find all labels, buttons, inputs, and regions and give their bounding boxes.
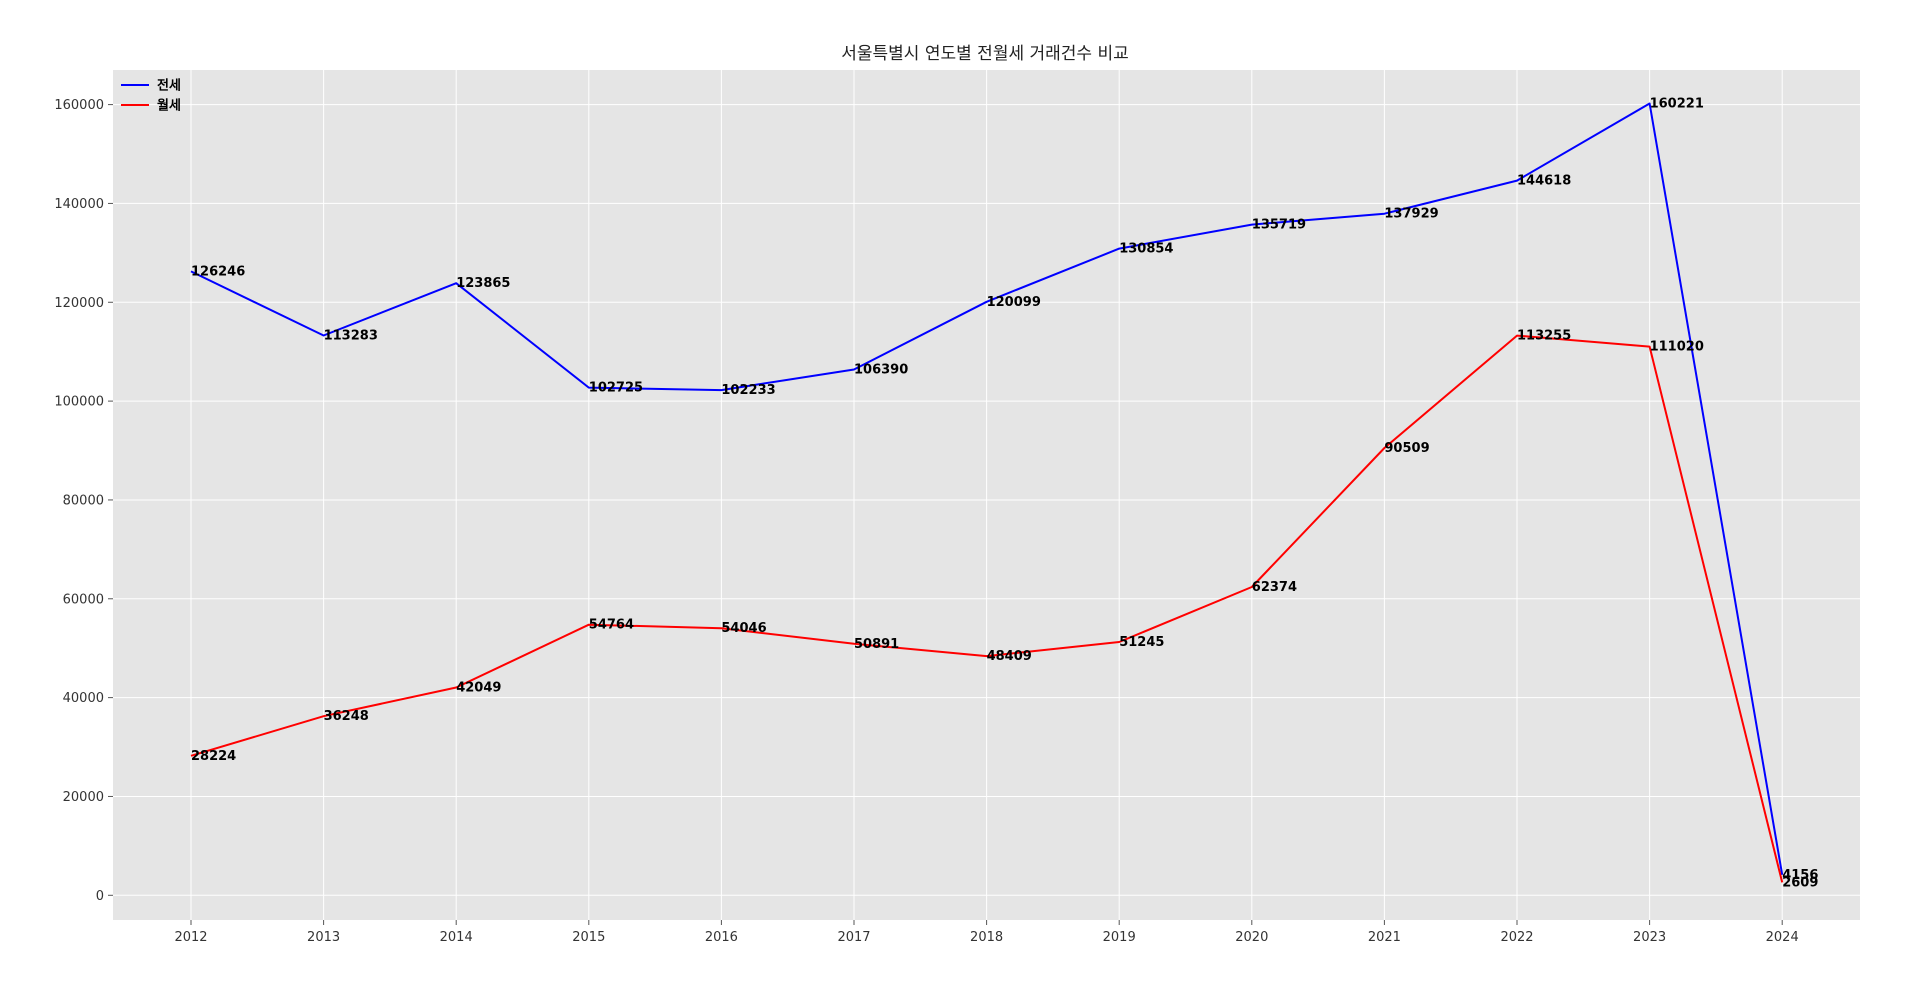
x-tick-label: 2023 <box>1633 930 1666 945</box>
data-labels: 126246 113283 123865 102725 102233 106390 1200… <box>191 97 1818 891</box>
data-label: 102725 <box>589 381 643 396</box>
data-label: 51245 <box>1119 635 1164 650</box>
data-label: 48409 <box>987 649 1032 664</box>
data-label: 50891 <box>854 637 899 652</box>
data-label: 54046 <box>721 621 766 636</box>
data-label: 126246 <box>191 264 245 279</box>
data-label: 54764 <box>589 618 634 633</box>
y-tick-label: 120000 <box>54 296 104 311</box>
y-tick-label: 160000 <box>54 98 104 113</box>
series-lines <box>190 102 1784 883</box>
y-tick-label: 60000 <box>63 592 104 607</box>
data-label: 4156 <box>1782 868 1818 883</box>
x-tick-label: 2021 <box>1368 930 1401 945</box>
data-label: 2609 <box>1782 875 1818 890</box>
chart-title: 서울특별시 연도별 전월세 거래건수 비교 <box>841 44 1129 64</box>
x-tick-label: 2015 <box>572 930 605 945</box>
x-tick-label: 2014 <box>440 930 473 945</box>
x-tick-label: 2020 <box>1235 930 1268 945</box>
data-label: 137929 <box>1384 207 1438 222</box>
x-tick-label: 2017 <box>837 930 870 945</box>
data-label: 90509 <box>1384 441 1429 456</box>
data-label: 113255 <box>1517 329 1571 344</box>
data-label: 62374 <box>1252 580 1297 595</box>
y-tick-label: 0 <box>96 889 104 904</box>
axis-ticks: 0 20000 40000 60000 80000 100000 120000 140000 1… <box>54 98 1798 945</box>
data-label: 102233 <box>721 383 775 398</box>
data-label: 160221 <box>1650 97 1704 112</box>
data-label: 144618 <box>1517 174 1571 189</box>
legend-label: 전세 <box>157 78 181 94</box>
y-tick-label: 80000 <box>63 493 104 508</box>
y-tick-label: 140000 <box>54 197 104 212</box>
data-label: 36248 <box>324 709 369 724</box>
data-label: 28224 <box>191 749 236 764</box>
y-tick-label: 100000 <box>54 395 104 410</box>
x-tick-label: 2024 <box>1766 930 1799 945</box>
y-tick-label: 20000 <box>63 790 104 805</box>
data-label: 130854 <box>1119 242 1173 257</box>
data-label: 111020 <box>1650 340 1704 355</box>
x-tick-label: 2019 <box>1103 930 1136 945</box>
x-tick-label: 2016 <box>705 930 738 945</box>
data-label: 120099 <box>987 295 1041 310</box>
data-label: 123865 <box>456 276 510 291</box>
legend-label: 월세 <box>157 98 181 114</box>
grid-lines <box>113 70 1860 920</box>
data-label: 135719 <box>1252 218 1306 233</box>
x-tick-label: 2022 <box>1500 930 1533 945</box>
data-label: 42049 <box>456 680 501 695</box>
x-tick-label: 2013 <box>307 930 340 945</box>
y-tick-label: 40000 <box>63 691 104 706</box>
data-label: 106390 <box>854 363 908 378</box>
data-label: 113283 <box>324 328 378 343</box>
x-tick-label: 2018 <box>970 930 1003 945</box>
x-tick-label: 2012 <box>174 930 207 945</box>
